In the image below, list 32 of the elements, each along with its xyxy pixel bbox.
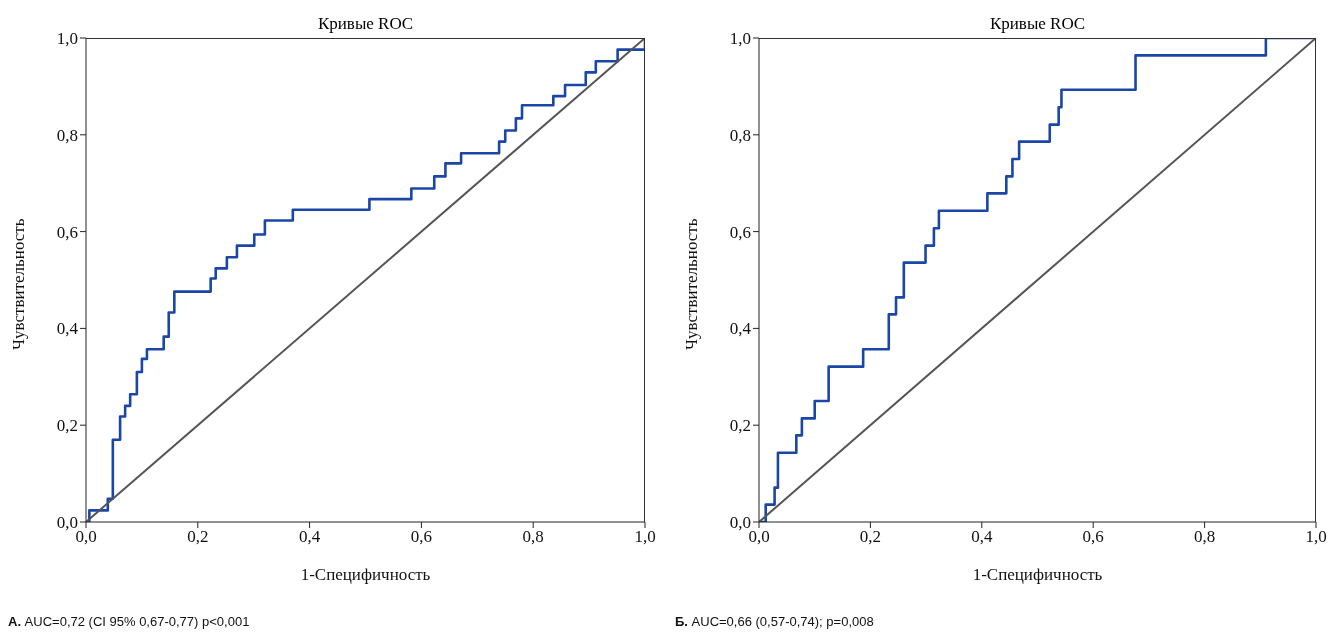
y-tick-label: 0,4	[56, 319, 79, 339]
y-tick-label: 0,6	[56, 222, 78, 242]
x-tick-label: 0,6	[410, 527, 433, 547]
y-tick-label: 0,8	[56, 125, 78, 145]
x-tick-label: 0,6	[1082, 527, 1104, 547]
y-axis-title: Чувствительность	[682, 218, 702, 350]
x-tick-label: 0,8	[522, 527, 544, 547]
x-tick-label: 0,2	[187, 527, 209, 547]
text: А. AUC=0,72 (CI 95% 0,67-0,77) p<0,001	[8, 614, 251, 629]
x-axis-title: 1-Специфичность	[972, 565, 1103, 584]
x-tick-label: 1,0	[1305, 527, 1327, 547]
x-tick-label: 0,0	[75, 527, 97, 547]
text: Б. AUC=0,66 (0,57-0,74); p=0,008	[675, 614, 875, 629]
chart-title: Кривые ROC	[988, 14, 1087, 34]
y-tick-label: 0,4	[729, 319, 752, 339]
y-tick-label: 0,2	[729, 416, 751, 436]
y-tick-label: 1,0	[729, 29, 751, 49]
y-tick-label: 0,6	[729, 222, 751, 242]
x-tick-label: 0,8	[1193, 527, 1216, 547]
x-tick-label: 0,4	[971, 527, 993, 547]
x-axis-title: 1-Специфичность	[300, 565, 431, 584]
x-tick-label: 0,0	[748, 527, 770, 547]
y-tick-label: 0,0	[729, 513, 751, 533]
y-tick-label: 0,8	[729, 125, 751, 145]
y-tick-label: 0,2	[56, 416, 78, 436]
y-tick-label: 0,0	[56, 513, 78, 533]
chart-title: Кривые ROC	[316, 14, 415, 34]
x-tick-label: 0,2	[859, 527, 882, 547]
x-tick-label: 0,4	[298, 527, 321, 547]
y-axis-title: Чувствительность	[9, 218, 29, 350]
y-tick-label: 1,0	[56, 29, 78, 49]
x-tick-label: 1,0	[634, 527, 656, 547]
